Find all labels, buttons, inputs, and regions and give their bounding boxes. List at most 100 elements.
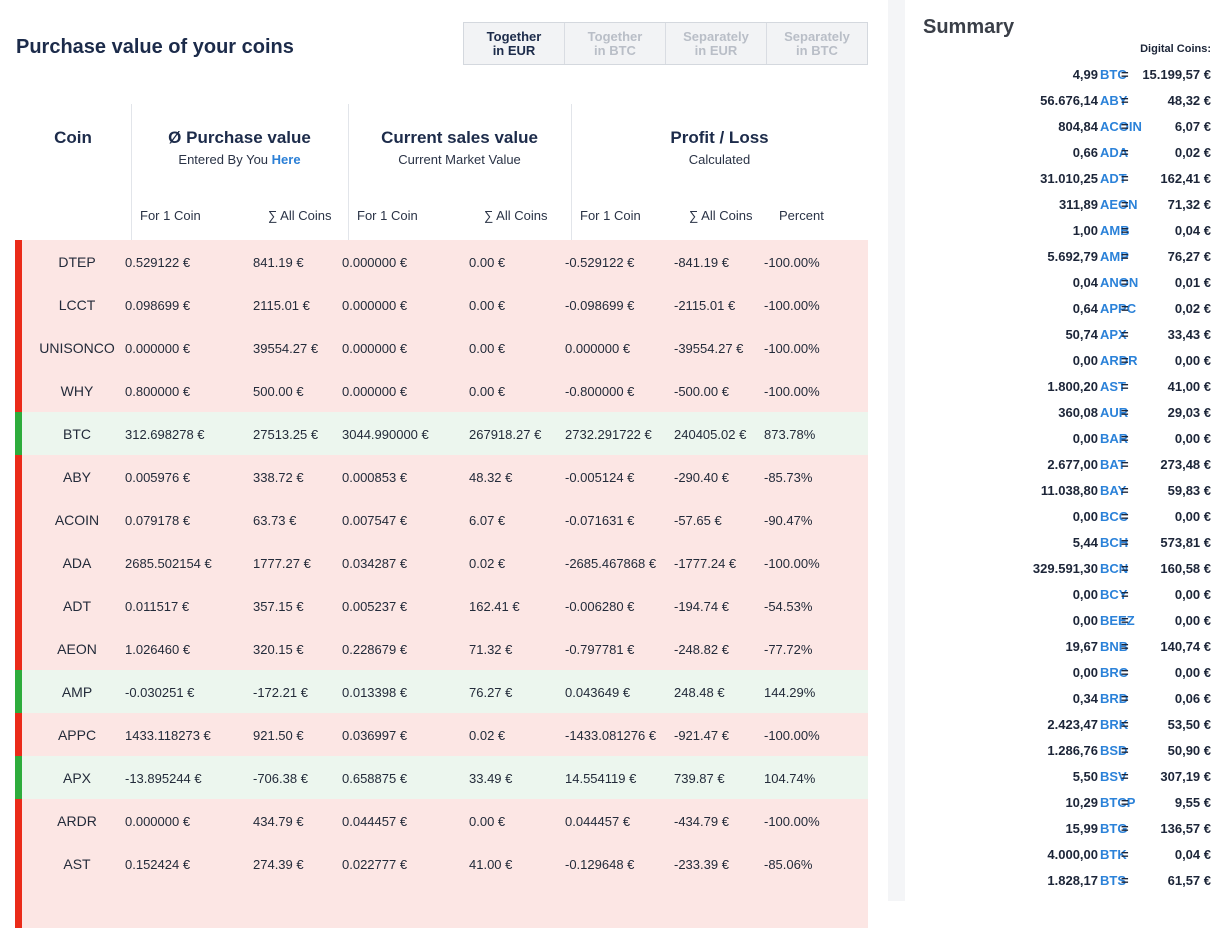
cell-current-all-coins: 76.27 € (469, 685, 513, 700)
table-row[interactable]: AEON 1.026460 € 320.15 € 0.228679 € 71.32 € -… (15, 627, 868, 670)
coin-symbol-link[interactable]: BNB (1100, 639, 1129, 654)
coin-symbol-link[interactable]: AMB (1100, 223, 1130, 238)
loss-indicator (15, 455, 22, 498)
profit-indicator (15, 756, 22, 799)
coin-name: ADA (62, 555, 92, 571)
table-row[interactable]: ABY 0.005976 € 338.72 € 0.000853 € 48.32 € -0… (15, 455, 868, 498)
loss-indicator (15, 541, 22, 584)
coin-eur-value: 76,27 € (1167, 249, 1211, 264)
coin-symbol-link[interactable]: BTK (1100, 847, 1127, 862)
table-row[interactable]: ADA 2685.502154 € 1777.27 € 0.034287 € 0.02 … (15, 541, 868, 584)
coin-symbol-link[interactable]: ABY (1100, 93, 1128, 108)
coin-symbol-link[interactable]: BAR (1100, 431, 1129, 446)
cell-profit-per-coin: -0.797781 € (565, 642, 635, 657)
table-row[interactable]: ADT 0.011517 € 357.15 € 0.005237 € 162.41 € -… (15, 584, 868, 627)
coin-symbol-link[interactable]: AUR (1100, 405, 1129, 420)
coin-symbol-link[interactable]: BSD (1100, 743, 1128, 758)
coin-eur-value: 0,00 € (1174, 353, 1211, 368)
coin-symbol-link[interactable]: BSV (1100, 769, 1127, 784)
coin-symbol-link[interactable]: BCN (1100, 561, 1129, 576)
coin-name: ARDR (57, 813, 97, 829)
coin-symbol-link[interactable]: BRK (1100, 717, 1129, 732)
coin-symbol-link[interactable]: ADT (1100, 171, 1127, 186)
coin-eur-value: 41,00 € (1167, 379, 1211, 394)
coin-amount: 0,00 (1072, 431, 1098, 446)
coin-symbol-link[interactable]: ARDR (1100, 353, 1138, 368)
table-row[interactable]: LCCT 0.098699 € 2115.01 € 0.000000 € 0.00 € -… (15, 283, 868, 326)
coin-symbol-link[interactable]: BEEZ (1100, 613, 1135, 628)
summary-row: 0,04 ANON = 0,01 € (905, 269, 1227, 295)
page-title: Purchase value of your coins (16, 36, 294, 58)
equals-sign: = (1121, 483, 1129, 498)
cell-percent: 144.29% (764, 685, 816, 700)
table-row[interactable]: AST 0.152424 € 274.39 € 0.022777 € 41.00 € -0… (15, 842, 868, 885)
toggle-together-btc[interactable]: Together in BTC (564, 23, 665, 64)
cell-current-all-coins: 33.49 € (469, 771, 513, 786)
edit-purchase-here-link[interactable]: Here (271, 152, 301, 167)
coin-name: UNISONCO (39, 340, 115, 356)
coin-eur-value: 9,55 € (1174, 795, 1211, 810)
cell-profit-all-coins: 240405.02 € (674, 427, 747, 442)
coin-symbol-link[interactable]: ANON (1100, 275, 1139, 290)
table-row[interactable]: ACOIN 0.079178 € 63.73 € 0.007547 € 6.07 € -0… (15, 498, 868, 541)
coin-symbol-link[interactable]: BCY (1100, 587, 1128, 602)
cell-purchase-all-coins: 2115.01 € (253, 298, 310, 313)
coin-symbol-link[interactable]: AMP (1100, 249, 1129, 264)
summary-row: 1,00 AMB = 0,04 € (905, 217, 1227, 243)
equals-sign: = (1121, 873, 1129, 888)
coin-symbol-link[interactable]: AEON (1100, 197, 1138, 212)
cell-current-per-coin: 0.007547 € (342, 513, 408, 528)
coin-amount: 0,00 (1072, 353, 1098, 368)
table-row[interactable]: WHY 0.800000 € 500.00 € 0.000000 € 0.00 € -0.… (15, 369, 868, 412)
coin-symbol-link[interactable]: BTC (1100, 67, 1127, 82)
coin-table-body: DTEP 0.529122 € 841.19 € 0.000000 € 0.00 € -0… (15, 240, 868, 928)
coin-symbol-link[interactable]: BRC (1100, 665, 1129, 680)
table-row[interactable]: APX -13.895244 € -706.38 € 0.658875 € 33.49 … (15, 756, 868, 799)
toggle-separately-btc[interactable]: Separately in BTC (766, 23, 867, 64)
cell-profit-per-coin: 2732.291722 € (565, 427, 652, 442)
summary-row: 0,00 ARDR = 0,00 € (905, 347, 1227, 373)
coin-symbol-link[interactable]: APPC (1100, 301, 1137, 316)
coin-symbol-link[interactable]: BTCP (1100, 795, 1136, 810)
toggle-separately-eur[interactable]: Separately in EUR (665, 23, 766, 64)
subheader-current-all-coins: ∑ All Coins (484, 208, 548, 223)
current-sales-value-header: Current sales value (381, 128, 538, 147)
coin-symbol-link[interactable]: BAT (1100, 457, 1126, 472)
equals-sign: = (1121, 509, 1129, 524)
table-row[interactable]: AMP -0.030251 € -172.21 € 0.013398 € 76.27 €… (15, 670, 868, 713)
cell-profit-all-coins: -248.82 € (674, 642, 729, 657)
coin-name: ACOIN (54, 512, 100, 528)
loss-indicator (15, 498, 22, 541)
coin-symbol-link[interactable]: BCC (1100, 509, 1129, 524)
cell-purchase-per-coin: 1.026460 € (125, 642, 191, 657)
coin-symbol-link[interactable]: APX (1100, 327, 1127, 342)
table-row[interactable]: APPC 1433.118273 € 921.50 € 0.036997 € 0.02 … (15, 713, 868, 756)
coin-symbol-link[interactable]: BRD (1100, 691, 1129, 706)
coin-symbol-link[interactable]: BTG (1100, 821, 1128, 836)
equals-sign: = (1121, 197, 1129, 212)
table-row[interactable]: ARDR 0.000000 € 434.79 € 0.044457 € 0.00 € 0.… (15, 799, 868, 842)
coin-symbol-link[interactable]: ADA (1100, 145, 1129, 160)
summary-row: 5,44 BCH = 573,81 € (905, 529, 1227, 555)
coin-eur-value: 0,06 € (1174, 691, 1211, 706)
table-row[interactable]: UNISONCO 0.000000 € 39554.27 € 0.000000 € 0.… (15, 326, 868, 369)
table-row[interactable] (15, 885, 868, 928)
coin-amount: 1,00 (1072, 223, 1098, 238)
cell-profit-per-coin: -0.529122 € (565, 255, 635, 270)
coin-symbol-link[interactable]: BCH (1100, 535, 1129, 550)
summary-row: 2.677,00 BAT = 273,48 € (905, 451, 1227, 477)
coin-amount: 31.010,25 (1040, 171, 1098, 186)
cell-percent: -100.00% (764, 556, 820, 571)
equals-sign: = (1121, 743, 1129, 758)
coin-symbol-link[interactable]: ACOIN (1100, 119, 1142, 134)
cell-profit-all-coins: -194.74 € (674, 599, 729, 614)
table-row[interactable]: BTC 312.698278 € 27513.25 € 3044.990000 € 26… (15, 412, 868, 455)
toggle-together-eur[interactable]: Together in EUR (486, 28, 542, 58)
summary-row: 19,67 BNB = 140,74 € (905, 633, 1227, 659)
coin-eur-value: 33,43 € (1167, 327, 1211, 342)
table-row[interactable]: DTEP 0.529122 € 841.19 € 0.000000 € 0.00 € -0… (15, 240, 868, 283)
cell-current-all-coins: 41.00 € (469, 857, 513, 872)
coin-symbol-link[interactable]: AST (1100, 379, 1126, 394)
coin-symbol-link[interactable]: BTS (1100, 873, 1126, 888)
coin-symbol-link[interactable]: BAY (1100, 483, 1127, 498)
